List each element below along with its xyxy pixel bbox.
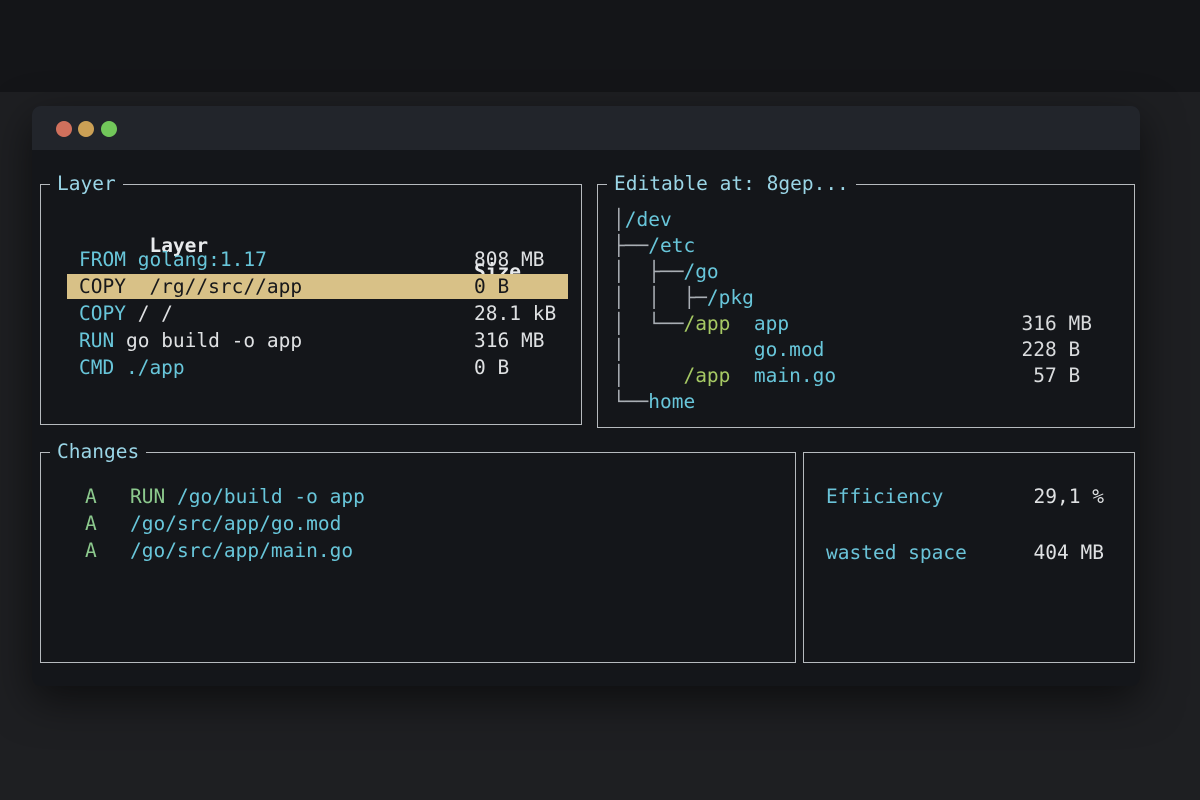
layer-size: 28.1 kB [474,302,557,325]
change-row: A/go/src/app/go.mod [85,510,365,537]
text-segment: │ [613,208,625,231]
window-titlebar [32,106,1140,150]
layer-panel: Layer Layer Size FROM golang:1.17 808 MB C… [40,171,582,425]
text-segment: go.mod [753,338,825,361]
text-segment: CMD ./app [79,356,185,379]
background-top-strip [0,0,1200,92]
wasted-space-row: wasted space 404 MB [826,539,1104,566]
efficiency-panel: Efficiency 29,1 % wasted space 404 MB [803,452,1135,663]
text-segment: COPY /rg//src//app [79,275,303,298]
close-button[interactable] [56,121,72,137]
text-segment: /etc [648,234,696,257]
file-tree-row[interactable]: │ /app main.go 57 B [613,363,1123,389]
wasted-space-value: 404 MB [1033,541,1104,564]
tree-line: │ │ ├─/pkg [613,286,754,309]
text-segment: COPY [79,302,138,325]
text-segment: RUN [79,329,126,352]
file-size: 316 MB [1021,312,1092,335]
text-segment: └── [613,390,649,413]
layer-command: CMD ./app [79,355,185,380]
file-size: 228 B [1021,338,1092,361]
change-row: A/go/src/app/main.go [85,537,365,564]
file-tree-row[interactable]: │ │ ├─/pkg [613,285,1123,311]
text-segment: /go/src/app/go.mod [130,512,342,535]
change-row: A RUN /go/build -o app [85,483,365,510]
tree-line: │ go.mod [613,338,824,361]
text-segment [730,312,753,335]
text-segment: FROM golang:1.17 [79,248,267,271]
text-segment: │ [613,364,684,387]
file-tree-row[interactable]: │ └──/app app 316 MB [613,311,1123,337]
tree-line: │ /app main.go [613,364,836,387]
changes-panel: Changes A RUN /go/build -o app A/go/src/ap… [40,439,796,663]
text-segment: /go [683,260,719,283]
layer-row[interactable]: RUN go build -o app 316 MB [67,328,568,353]
file-tree-panel: Editable at: 8gep... │/dev ├──/etc │ ├──/g… [597,171,1135,428]
layer-row-selected[interactable]: COPY /rg//src//app 0 B [67,274,568,299]
text-segment: main.go [753,364,837,387]
wasted-space-label: wasted space [826,541,967,564]
layer-size: 808 MB [474,248,545,271]
change-marker: A [85,512,97,535]
file-tree-row[interactable]: │/dev [613,207,1123,233]
layer-command: RUN go build -o app [79,328,302,353]
layer-row[interactable]: CMD ./app 0 B [67,355,568,380]
layer-command: FROM golang:1.17 [79,247,267,272]
file-tree-row[interactable]: │ go.mod 228 B [613,337,1123,363]
layer-panel-title: Layer [50,171,123,197]
text-segment: /go/build -o app [176,485,365,508]
file-tree-rows: │/dev ├──/etc │ ├──/go │ │ ├─/pkg │ └──/app … [613,207,1123,415]
layer-row[interactable]: FROM golang:1.17 808 MB [67,247,568,272]
change-marker: A [85,485,97,508]
tree-line: │ ├──/go [613,260,719,283]
text-segment: RUN [130,485,177,508]
layer-row[interactable]: COPY / / 28.1 kB [67,301,568,326]
layer-rows: FROM golang:1.17 808 MB COPY /rg//src//app… [67,247,568,382]
layer-command: COPY / / [79,301,173,326]
text-segment: /go/src/app/main.go [130,539,354,562]
text-segment: app [753,312,790,335]
efficiency-row: Efficiency 29,1 % [826,483,1104,510]
tree-line: ├──/etc [613,234,695,257]
tree-line: │/dev [613,208,672,231]
efficiency-rows: Efficiency 29,1 % wasted space 404 MB [826,483,1104,595]
text-segment: /dev [624,208,672,231]
layer-size: 316 MB [474,329,545,352]
efficiency-label: Efficiency [826,485,944,508]
layer-command: COPY /rg//src//app [79,274,302,299]
change-path: /go/src/app/main.go [130,539,353,562]
text-segment: home [648,390,696,413]
file-tree-row[interactable]: ├──/etc [613,233,1123,259]
text-segment: /app [683,364,731,387]
changes-panel-title: Changes [50,439,147,465]
change-marker: A [85,539,97,562]
text-segment: / / [137,302,173,325]
efficiency-value: 29,1 % [1033,485,1104,508]
text-segment: ├── [613,234,649,257]
file-tree-row[interactable]: └──home [613,389,1123,415]
text-segment: │ [613,338,754,361]
text-segment: │ │ ├─ [613,286,707,309]
changes-rows: A RUN /go/build -o app A/go/src/app/go.mod… [85,483,365,564]
maximize-button[interactable] [101,121,117,137]
tree-line: │ └──/app app [613,312,789,335]
tree-line: └──home [613,390,695,413]
file-tree-panel-title: Editable at: 8gep... [607,171,856,197]
layer-size: 0 B [474,356,510,379]
text-segment: go build -o app [125,329,303,352]
file-tree-row[interactable]: │ ├──/go [613,259,1123,285]
text-segment: /app [683,312,731,335]
column-header-layer: Layer [149,234,209,257]
text-segment: │ └── [613,312,684,335]
file-size: 57 B [1021,364,1092,387]
text-segment [730,364,753,387]
text-segment: /pkg [706,286,754,309]
text-segment: │ ├── [613,260,684,283]
app-window: Layer Layer Size FROM golang:1.17 808 MB C… [32,106,1140,686]
change-path: RUN /go/build -o app [130,485,365,508]
minimize-button[interactable] [78,121,94,137]
change-path: /go/src/app/go.mod [130,512,341,535]
layer-table-header: Layer Size [79,207,569,283]
layer-size: 0 B [474,275,510,298]
